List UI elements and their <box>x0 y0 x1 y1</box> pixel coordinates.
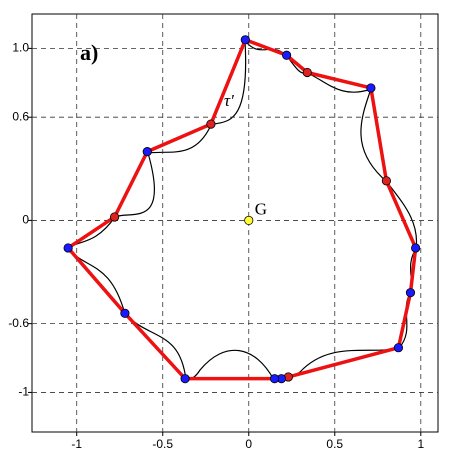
vertex-point <box>109 212 120 222</box>
curve-label: τ' <box>224 91 234 110</box>
x-tick-label: 0 <box>245 437 252 451</box>
centroid-label: G <box>255 199 267 218</box>
x-tick-label: -0.5 <box>152 437 173 451</box>
vertex-point <box>405 288 416 298</box>
vertex-point <box>366 83 376 93</box>
vertex-point <box>206 119 216 129</box>
vertex-point <box>282 50 292 60</box>
vertex-point <box>411 243 421 253</box>
vertex-point <box>269 374 280 384</box>
boundary-curve <box>67 39 418 382</box>
centroid-point <box>244 215 254 226</box>
x-tick-label: 0.5 <box>326 437 343 451</box>
vertex-point <box>381 176 391 186</box>
vertex-point <box>120 308 130 318</box>
y-tick-label: -1 <box>18 385 29 399</box>
vertex-point <box>180 374 190 384</box>
vertex-point <box>393 343 404 353</box>
y-tick-label: 0.6 <box>12 109 29 123</box>
x-tick-label: -1 <box>71 437 82 451</box>
y-tick-label: 0 <box>22 213 29 227</box>
plot-frame <box>31 13 439 433</box>
panel-label: a) <box>80 40 98 65</box>
vertex-point <box>240 35 250 45</box>
vertex-point <box>142 147 152 157</box>
y-tick-label: 1.0 <box>12 41 29 55</box>
vertex-point <box>63 243 73 253</box>
y-tick-label: -0.6 <box>8 316 29 330</box>
vertex-point <box>302 67 312 78</box>
x-tick-label: 1 <box>417 437 424 451</box>
